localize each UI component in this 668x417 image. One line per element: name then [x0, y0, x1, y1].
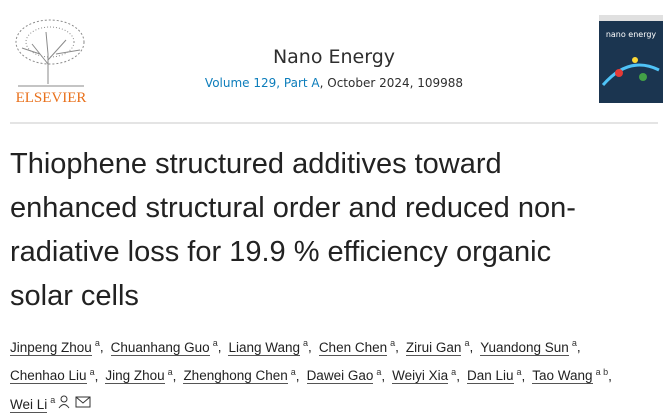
article-title: Thiophene structured additives toward enh… — [10, 142, 576, 318]
author-name[interactable]: Tao Wang — [532, 368, 593, 384]
affiliation[interactable]: a — [50, 395, 56, 405]
separator: , — [94, 368, 99, 383]
author-name[interactable]: Liang Wang — [228, 339, 301, 356]
affiliation[interactable]: a — [89, 366, 95, 377]
title-line: radiative loss for 19.9 % efficiency org… — [10, 236, 552, 268]
separator: , — [217, 339, 222, 355]
title-line: enhanced structural order and reduced no… — [10, 192, 576, 224]
author: Jinpeng Zhou a, — [10, 331, 104, 360]
cover-title: nano energy — [606, 30, 657, 39]
separator: , — [576, 339, 581, 355]
affiliation[interactable]: a — [390, 338, 396, 348]
author-name[interactable]: Chuanhang Guo — [110, 339, 210, 356]
separator: , — [99, 339, 104, 355]
author-name[interactable]: Jing Zhou — [105, 368, 165, 384]
author: Zirui Gan a, — [405, 331, 474, 360]
contact-icons[interactable] — [58, 395, 92, 409]
journal-cover[interactable]: nano energy — [599, 15, 663, 103]
affiliation[interactable]: a — [303, 338, 309, 348]
author-name[interactable]: Weiyi Xia — [392, 368, 449, 384]
affiliation[interactable]: a b — [595, 366, 609, 377]
affiliation[interactable]: a — [290, 366, 296, 377]
affiliation[interactable]: a — [516, 366, 522, 377]
journal-name[interactable]: Nano Energy — [272, 46, 396, 68]
separator: , — [608, 368, 612, 383]
volume-link[interactable]: Volume 129, Part A — [204, 76, 320, 90]
publisher: ELSEVIER — [16, 90, 87, 106]
author: Chenhao Liu a, — [10, 360, 98, 389]
author: Dawei Gao a, — [306, 360, 386, 389]
author: Yuandong Sun a, — [480, 331, 581, 360]
affiliation[interactable]: a — [451, 366, 457, 377]
elsevier-logo[interactable]: ELSEVIER — [10, 14, 92, 106]
separator: , — [469, 339, 474, 355]
affiliation[interactable]: a — [376, 366, 382, 377]
issue-info: Volume 129, Part A, October 2024, 109988 — [0, 76, 668, 90]
affiliation[interactable]: a — [212, 338, 218, 348]
author-list: Jinpeng Zhou a, Chuanhang Guo a, Liang Wang a… — [10, 331, 660, 417]
author-name[interactable]: Chenhao Liu — [10, 368, 87, 384]
author: Dan Liu a, — [466, 360, 526, 389]
author-name[interactable]: Dawei Gao — [306, 368, 374, 384]
author: Tao Wang a b, — [532, 360, 612, 389]
page: ELSEVIER Nano Energy Volume 129, Part A,… — [0, 14, 668, 413]
separator: , — [295, 368, 300, 383]
author: Weiyi Xia a, — [392, 360, 460, 389]
author-name[interactable]: Zirui Gan — [405, 339, 462, 356]
author-name[interactable]: Wei Li — [10, 396, 48, 413]
title-line: Thiophene structured additives toward — [10, 148, 502, 180]
affiliation[interactable]: a — [571, 338, 577, 348]
separator: , — [381, 368, 386, 383]
author: Jing Zhou a, — [105, 360, 176, 389]
title-line: solar cells — [10, 280, 139, 312]
author: Wei Li a — [10, 388, 92, 417]
separator: , — [395, 339, 399, 355]
date-id: , October 2024, 109988 — [319, 76, 464, 90]
separator: , — [172, 368, 177, 383]
affiliation[interactable]: a — [94, 338, 100, 348]
author-name[interactable]: Yuandong Sun — [480, 339, 569, 356]
author: Liang Wang a, — [228, 331, 312, 360]
separator: , — [521, 368, 526, 383]
author: Chen Chen a, — [318, 331, 399, 360]
divider — [10, 122, 658, 124]
author-name[interactable]: Jinpeng Zhou — [10, 339, 92, 356]
author-name[interactable]: Chen Chen — [318, 339, 388, 356]
affiliation[interactable]: a — [464, 338, 470, 348]
affiliation[interactable]: a — [167, 366, 173, 377]
author: Chuanhang Guo a, — [110, 331, 222, 360]
author: Zhenghong Chen a, — [183, 360, 300, 389]
author-name[interactable]: Dan Liu — [466, 368, 514, 384]
author-name[interactable]: Zhenghong Chen — [183, 368, 288, 384]
separator: , — [308, 339, 312, 355]
separator: , — [456, 368, 460, 383]
